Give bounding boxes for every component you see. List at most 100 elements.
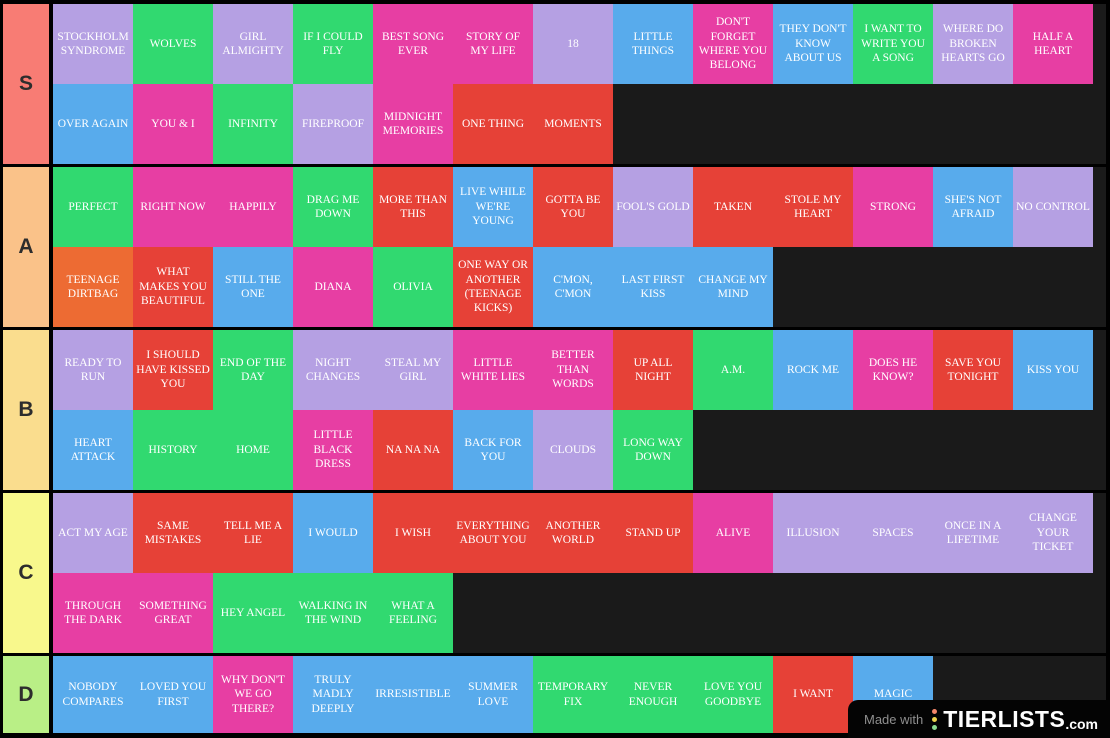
tier-item[interactable]: THROUGH THE DARK <box>53 573 133 653</box>
tier-item[interactable]: OLIVIA <box>373 247 453 327</box>
tier-item[interactable]: I WISH <box>373 493 453 573</box>
tier-item[interactable]: EVERYTHING ABOUT YOU <box>453 493 533 573</box>
tier-item[interactable]: DRAG ME DOWN <box>293 167 373 247</box>
tier-item[interactable]: I WANT <box>773 656 853 733</box>
tier-item[interactable]: STOLE MY HEART <box>773 167 853 247</box>
tier-item[interactable]: DIANA <box>293 247 373 327</box>
tier-item[interactable]: HEY ANGEL <box>213 573 293 653</box>
tier-item[interactable]: HISTORY <box>133 410 213 490</box>
tier-item[interactable]: STOCKHOLM SYNDROME <box>53 4 133 84</box>
tier-item[interactable]: ONE THING <box>453 84 533 164</box>
tier-item[interactable]: 18 <box>533 4 613 84</box>
tier-item[interactable]: ACT MY AGE <box>53 493 133 573</box>
tier-item[interactable]: ALIVE <box>693 493 773 573</box>
tier-item[interactable]: LOVE YOU GOODBYE <box>693 656 773 733</box>
dot <box>932 724 938 730</box>
tier-item[interactable]: WHY DON'T WE GO THERE? <box>213 656 293 733</box>
tier-item[interactable]: NEVER ENOUGH <box>613 656 693 733</box>
tier-item[interactable]: BEST SONG EVER <box>373 4 453 84</box>
tier-item[interactable]: UP ALL NIGHT <box>613 330 693 410</box>
tier-item[interactable]: IRRESISTIBLE <box>373 656 453 733</box>
tier-item[interactable]: SUMMER LOVE <box>453 656 533 733</box>
tier-item[interactable]: I SHOULD HAVE KISSED YOU <box>133 330 213 410</box>
tier-item[interactable]: INFINITY <box>213 84 293 164</box>
tier-item[interactable]: LITTLE WHITE LIES <box>453 330 533 410</box>
tier-item[interactable]: WHAT MAKES YOU BEAUTIFUL <box>133 247 213 327</box>
tier-item[interactable]: LAST FIRST KISS <box>613 247 693 327</box>
tier-item[interactable]: I WOULD <box>293 493 373 573</box>
tier-item[interactable]: STILL THE ONE <box>213 247 293 327</box>
tier-item[interactable]: TAKEN <box>693 167 773 247</box>
tier-item[interactable]: LOVED YOU FIRST <box>133 656 213 733</box>
tier-item[interactable]: STORY OF MY LIFE <box>453 4 533 84</box>
tier-item[interactable]: END OF THE DAY <box>213 330 293 410</box>
tier-item[interactable]: NIGHT CHANGES <box>293 330 373 410</box>
tier-item[interactable]: CHANGE YOUR TICKET <box>1013 493 1093 573</box>
tier-item[interactable]: STAND UP <box>613 493 693 573</box>
tier-item[interactable]: WHAT A FEELING <box>373 573 453 653</box>
tier-item[interactable]: FOOL'S GOLD <box>613 167 693 247</box>
tier-item[interactable]: READY TO RUN <box>53 330 133 410</box>
tier-item[interactable]: FIREPROOF <box>293 84 373 164</box>
tier-item[interactable]: DON'T FORGET WHERE YOU BELONG <box>693 4 773 84</box>
tier-item[interactable]: TELL ME A LIE <box>213 493 293 573</box>
tier-item[interactable]: IF I COULD FLY <box>293 4 373 84</box>
tier-item[interactable]: TEENAGE DIRTBAG <box>53 247 133 327</box>
tier-item[interactable]: LIVE WHILE WE'RE YOUNG <box>453 167 533 247</box>
tier-item[interactable]: SAVE YOU TONIGHT <box>933 330 1013 410</box>
dot <box>932 716 938 722</box>
tier-item[interactable]: CLOUDS <box>533 410 613 490</box>
tier-item[interactable]: LITTLE THINGS <box>613 4 693 84</box>
tier-row-S: S STOCKHOLM SYNDROME WOLVES GIRL ALMIGHTY IF… <box>3 4 1110 164</box>
tier-item[interactable]: GOTTA BE YOU <box>533 167 613 247</box>
tier-item[interactable]: STRONG <box>853 167 933 247</box>
tier-item[interactable]: WOLVES <box>133 4 213 84</box>
tier-item[interactable]: WHERE DO BROKEN HEARTS GO <box>933 4 1013 84</box>
tier-item[interactable]: NO CONTROL <box>1013 167 1093 247</box>
tier-label-S: S <box>3 4 49 164</box>
tier-item[interactable]: NA NA NA <box>373 410 453 490</box>
tier-row-C: C ACT MY AGE SAME MISTAKES TELL ME A LIE I W… <box>3 493 1110 653</box>
tier-item[interactable]: LITTLE BLACK DRESS <box>293 410 373 490</box>
tier-item[interactable]: HOME <box>213 410 293 490</box>
tier-item[interactable]: KISS YOU <box>1013 330 1093 410</box>
tier-item[interactable]: C'MON, C'MON <box>533 247 613 327</box>
tier-item[interactable]: SAME MISTAKES <box>133 493 213 573</box>
tier-item[interactable]: MIDNIGHT MEMORIES <box>373 84 453 164</box>
tier-item[interactable]: DOES HE KNOW? <box>853 330 933 410</box>
tier-item[interactable]: ILLUSION <box>773 493 853 573</box>
tier-item[interactable]: THEY DON'T KNOW ABOUT US <box>773 4 853 84</box>
tier-item[interactable]: SPACES <box>853 493 933 573</box>
tier-item[interactable]: LONG WAY DOWN <box>613 410 693 490</box>
tier-item[interactable]: I WANT TO WRITE YOU A SONG <box>853 4 933 84</box>
tier-item[interactable]: WALKING IN THE WIND <box>293 573 373 653</box>
tier-item[interactable]: BACK FOR YOU <box>453 410 533 490</box>
tier-items-C: ACT MY AGE SAME MISTAKES TELL ME A LIE I WO… <box>53 493 1106 653</box>
tier-item[interactable]: PERFECT <box>53 167 133 247</box>
tier-item[interactable]: HALF A HEART <box>1013 4 1093 84</box>
tier-item[interactable]: TRULY MADLY DEEPLY <box>293 656 373 733</box>
tier-item[interactable]: BETTER THAN WORDS <box>533 330 613 410</box>
tier-item[interactable]: MOMENTS <box>533 84 613 164</box>
tier-item[interactable]: RIGHT NOW <box>133 167 213 247</box>
tier-item[interactable]: HEART ATTACK <box>53 410 133 490</box>
tier-item[interactable]: YOU & I <box>133 84 213 164</box>
tier-item[interactable]: ONE WAY OR ANOTHER (TEENAGE KICKS) <box>453 247 533 327</box>
tier-item[interactable]: ANOTHER WORLD <box>533 493 613 573</box>
tierlists-watermark[interactable]: Made with TIERLISTS .com <box>848 700 1110 738</box>
tier-item[interactable]: OVER AGAIN <box>53 84 133 164</box>
tier-item[interactable]: NOBODY COMPARES <box>53 656 133 733</box>
tier-item[interactable]: SOMETHING GREAT <box>133 573 213 653</box>
tier-item[interactable]: A.M. <box>693 330 773 410</box>
tier-row-A: A PERFECT RIGHT NOW HAPPILY DRAG ME DOWN MORE… <box>3 167 1110 327</box>
tier-item[interactable]: ONCE IN A LIFETIME <box>933 493 1013 573</box>
tier-item[interactable]: STEAL MY GIRL <box>373 330 453 410</box>
tier-item[interactable]: MORE THAN THIS <box>373 167 453 247</box>
tier-item[interactable]: HAPPILY <box>213 167 293 247</box>
tier-item[interactable]: CHANGE MY MIND <box>693 247 773 327</box>
tier-item[interactable]: GIRL ALMIGHTY <box>213 4 293 84</box>
tier-item[interactable]: ROCK ME <box>773 330 853 410</box>
tier-item[interactable]: SHE'S NOT AFRAID <box>933 167 1013 247</box>
tier-item[interactable]: TEMPORARY FIX <box>533 656 613 733</box>
